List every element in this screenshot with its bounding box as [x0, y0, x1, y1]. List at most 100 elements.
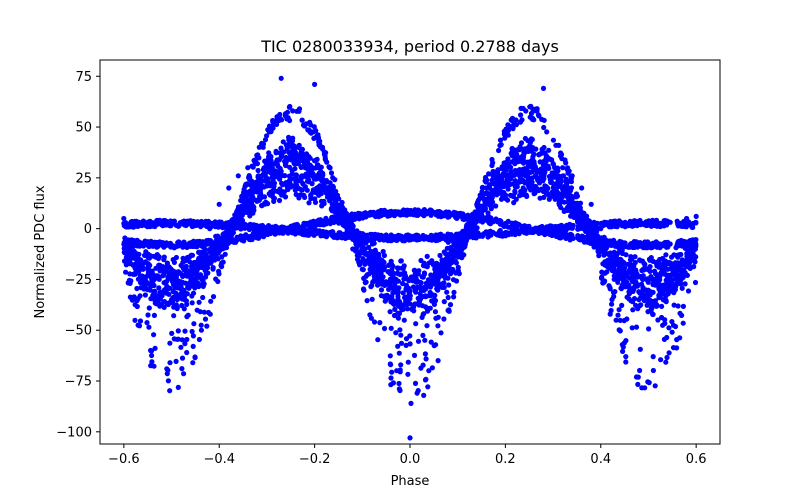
data-point	[373, 276, 379, 282]
data-point	[379, 281, 385, 287]
data-point	[633, 324, 640, 330]
data-point	[503, 179, 509, 185]
data-point	[314, 162, 321, 168]
data-point	[327, 180, 333, 186]
data-point	[620, 222, 626, 228]
data-point	[212, 240, 218, 246]
data-point	[321, 231, 327, 237]
data-point	[558, 224, 564, 230]
data-point	[408, 400, 414, 406]
data-point	[280, 139, 286, 145]
data-point	[300, 180, 306, 186]
data-point	[620, 241, 626, 248]
data-point	[493, 173, 499, 179]
data-point	[622, 265, 628, 271]
data-point	[407, 435, 413, 441]
data-point	[382, 293, 388, 299]
data-point	[621, 277, 627, 283]
data-point	[503, 161, 509, 167]
data-point	[664, 354, 670, 361]
data-point	[387, 276, 393, 282]
data-point	[552, 165, 558, 171]
data-point	[398, 332, 404, 338]
data-point	[403, 212, 409, 218]
data-point	[330, 215, 336, 221]
data-point	[447, 302, 454, 308]
data-point	[671, 302, 677, 308]
data-point	[445, 266, 451, 272]
data-point	[317, 138, 323, 144]
data-point	[444, 289, 450, 295]
data-point	[159, 301, 165, 307]
data-point	[250, 195, 256, 201]
data-point	[134, 285, 140, 292]
x-axis: −0.6 −0.4 −0.2 0.0 0.2 0.4 0.6	[108, 444, 706, 467]
data-point	[455, 246, 461, 252]
data-point	[263, 169, 270, 175]
data-point	[513, 117, 519, 123]
data-point	[435, 314, 441, 320]
data-point	[509, 193, 515, 199]
data-point	[496, 147, 502, 154]
data-point	[333, 188, 339, 194]
data-point	[398, 258, 404, 264]
data-point	[529, 169, 535, 175]
data-point	[558, 234, 564, 240]
data-point	[685, 288, 692, 294]
data-point	[179, 366, 185, 372]
data-point	[308, 169, 314, 175]
data-point	[528, 103, 534, 109]
data-point	[438, 330, 444, 336]
data-point	[256, 144, 262, 150]
data-point	[249, 163, 255, 169]
data-point	[260, 144, 266, 150]
data-point	[223, 245, 230, 251]
data-point	[328, 170, 335, 176]
data-point	[631, 244, 637, 250]
data-point	[156, 285, 162, 291]
data-point	[397, 301, 404, 307]
data-point	[239, 237, 245, 243]
data-point	[446, 282, 452, 288]
data-point	[187, 254, 193, 260]
data-point	[546, 147, 552, 153]
data-point	[188, 241, 194, 247]
data-point	[675, 221, 681, 227]
data-point	[423, 376, 429, 382]
data-point	[426, 368, 432, 374]
data-point	[424, 305, 430, 311]
data-point	[659, 303, 665, 309]
data-point	[531, 191, 537, 197]
data-point	[682, 281, 688, 287]
data-point	[441, 299, 447, 305]
data-point	[403, 236, 409, 242]
y-tick-label: −100	[56, 425, 92, 440]
data-point	[282, 113, 288, 119]
data-point	[155, 273, 161, 280]
data-point	[503, 229, 509, 236]
data-point	[521, 153, 527, 159]
data-point	[527, 142, 533, 148]
data-point	[505, 156, 511, 162]
data-point	[381, 325, 388, 332]
data-point	[161, 254, 167, 260]
data-point	[613, 317, 619, 323]
data-point	[680, 242, 686, 248]
data-point	[641, 266, 647, 272]
data-point	[176, 223, 182, 229]
data-point	[652, 268, 658, 274]
data-point	[128, 220, 134, 226]
data-point	[161, 271, 167, 277]
data-point	[478, 206, 484, 212]
data-point	[450, 277, 457, 283]
data-point	[283, 162, 289, 169]
data-point	[666, 325, 672, 331]
data-point	[511, 154, 518, 160]
data-point	[451, 209, 457, 215]
data-point	[331, 234, 337, 240]
data-point	[600, 278, 606, 284]
data-point	[412, 285, 418, 292]
data-point	[502, 135, 508, 141]
data-point	[538, 166, 544, 172]
data-point	[136, 323, 143, 329]
